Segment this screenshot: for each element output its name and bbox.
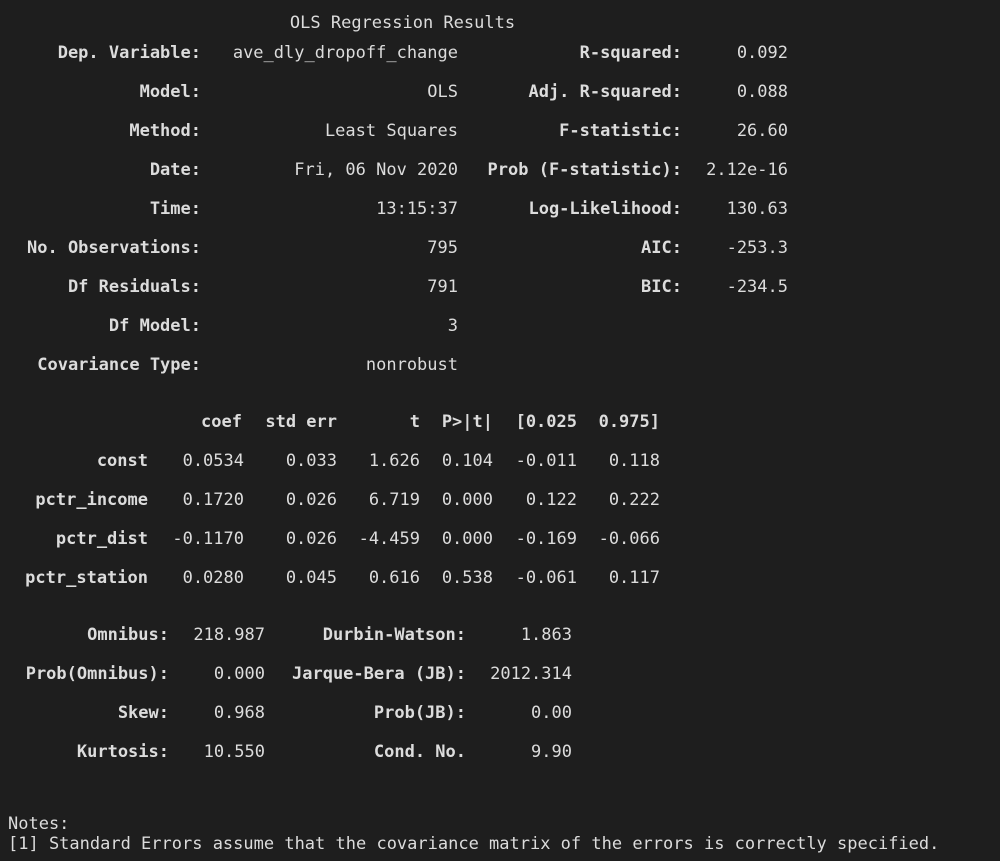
coef-cell: 0.117 xyxy=(608,568,660,588)
coef-cell: 0.118 xyxy=(608,451,660,471)
coef-cell: 0.122 xyxy=(525,490,577,510)
coef-cell: 0.026 xyxy=(285,490,337,510)
summary-label: F-statistic: xyxy=(559,121,682,141)
coef-cell: 0.033 xyxy=(285,451,337,471)
diagnostic-value: 9.90 xyxy=(531,742,572,762)
summary-label: Dep. Variable: xyxy=(57,43,201,63)
coef-cell: 6.719 xyxy=(368,490,420,510)
diagnostic-value: 2012.314 xyxy=(490,664,572,684)
summary-label: Prob (F-statistic): xyxy=(487,160,682,180)
summary-label: Model: xyxy=(139,82,201,102)
table-title: OLS Regression Results xyxy=(289,13,516,33)
coef-column-header: coef xyxy=(201,412,242,432)
summary-value: ave_dly_dropoff_change xyxy=(232,43,458,63)
summary-value: Least Squares xyxy=(324,121,458,141)
summary-value: 795 xyxy=(427,238,458,258)
coef-cell: -4.459 xyxy=(358,529,420,549)
summary-value: Fri, 06 Nov 2020 xyxy=(294,160,458,180)
summary-label: BIC: xyxy=(641,277,682,297)
summary-label: Log-Likelihood: xyxy=(528,199,682,219)
coef-cell: 0.045 xyxy=(285,568,337,588)
notes-line: [1] Standard Errors assume that the cova… xyxy=(8,834,940,854)
coef-row-name: pctr_station xyxy=(25,568,148,588)
diagnostic-label: Durbin-Watson: xyxy=(322,625,466,645)
coef-row-name: pctr_dist xyxy=(55,529,148,549)
coef-cell: 0.616 xyxy=(368,568,420,588)
coef-column-header: 0.975] xyxy=(598,412,660,432)
summary-label: R-squared: xyxy=(579,43,682,63)
diagnostic-label: Skew: xyxy=(117,703,169,723)
coef-cell: 0.104 xyxy=(441,451,493,471)
coef-column-header: t xyxy=(409,412,420,432)
summary-value: OLS xyxy=(427,82,458,102)
coef-cell: -0.061 xyxy=(515,568,577,588)
coef-cell: -0.011 xyxy=(515,451,577,471)
summary-value: 26.60 xyxy=(736,121,788,141)
diagnostic-label: Prob(Omnibus): xyxy=(25,664,169,684)
summary-value: -234.5 xyxy=(726,277,788,297)
summary-value: 0.092 xyxy=(736,43,788,63)
notes-heading: Notes: xyxy=(8,814,70,834)
coef-cell: 0.1720 xyxy=(182,490,244,510)
coef-row-name: pctr_income xyxy=(35,490,148,510)
summary-label: Adj. R-squared: xyxy=(528,82,682,102)
diagnostic-label: Omnibus: xyxy=(87,625,169,645)
summary-value: 3 xyxy=(447,316,458,336)
coef-cell: 1.626 xyxy=(368,451,420,471)
diagnostic-value: 0.000 xyxy=(213,664,265,684)
coef-column-header: std err xyxy=(265,412,337,432)
coef-cell: -0.066 xyxy=(598,529,660,549)
diagnostic-value: 0.968 xyxy=(213,703,265,723)
coef-cell: 0.222 xyxy=(608,490,660,510)
coef-cell: -0.1170 xyxy=(172,529,244,549)
diagnostic-value: 218.987 xyxy=(193,625,265,645)
summary-value: 13:15:37 xyxy=(376,199,458,219)
summary-value: 2.12e-16 xyxy=(706,160,788,180)
diagnostic-label: Prob(JB): xyxy=(373,703,466,723)
summary-label: AIC: xyxy=(641,238,682,258)
coef-cell: 0.000 xyxy=(441,529,493,549)
summary-value: -253.3 xyxy=(726,238,788,258)
diagnostic-label: Cond. No. xyxy=(373,742,466,762)
diagnostic-value: 1.863 xyxy=(520,625,572,645)
summary-value: 791 xyxy=(427,277,458,297)
coef-column-header: P>|t| xyxy=(441,412,493,432)
summary-label: Covariance Type: xyxy=(37,355,201,375)
diagnostic-value: 0.00 xyxy=(531,703,572,723)
coef-cell: -0.169 xyxy=(515,529,577,549)
coef-column-header: [0.025 xyxy=(515,412,577,432)
summary-label: No. Observations: xyxy=(27,238,201,258)
coef-cell: 0.538 xyxy=(441,568,493,588)
summary-value: 130.63 xyxy=(726,199,788,219)
summary-label: Date: xyxy=(149,160,201,180)
summary-value: nonrobust xyxy=(365,355,458,375)
coef-cell: 0.026 xyxy=(285,529,337,549)
diagnostic-label: Kurtosis: xyxy=(76,742,169,762)
coef-cell: 0.0280 xyxy=(182,568,244,588)
summary-label: Time: xyxy=(149,199,201,219)
summary-label: Df Residuals: xyxy=(67,277,201,297)
diagnostic-value: 10.550 xyxy=(203,742,265,762)
diagnostic-label: Jarque-Bera (JB): xyxy=(292,664,466,684)
summary-value: 0.088 xyxy=(736,82,788,102)
coef-cell: 0.000 xyxy=(441,490,493,510)
coef-cell: 0.0534 xyxy=(182,451,244,471)
summary-label: Method: xyxy=(129,121,201,141)
coef-row-name: const xyxy=(96,451,148,471)
summary-label: Df Model: xyxy=(108,316,201,336)
